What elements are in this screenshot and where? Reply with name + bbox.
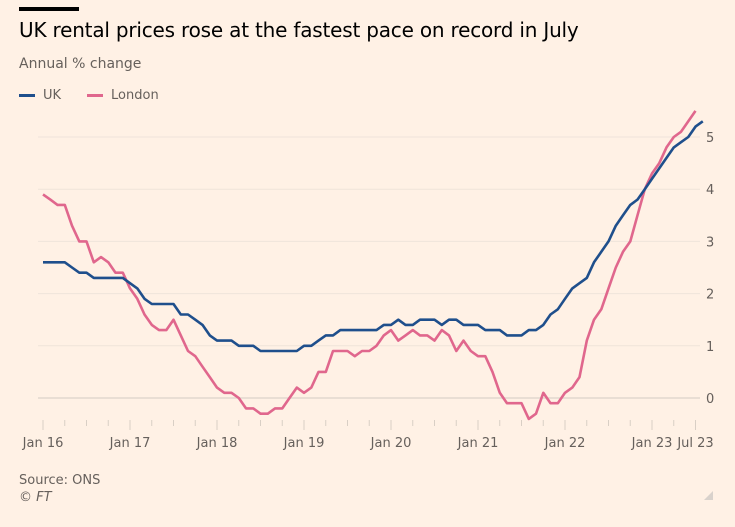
x-tick-label: Jan 18 bbox=[196, 436, 238, 451]
legend-label-london: London bbox=[111, 88, 159, 103]
y-tick-label: 4 bbox=[706, 183, 714, 198]
x-tick-label: Jul 23 bbox=[676, 436, 713, 451]
legend: UK London bbox=[19, 88, 159, 103]
y-tick-label: 1 bbox=[706, 340, 714, 355]
y-axis-ticks: 0 1 2 3 4 5 bbox=[706, 131, 714, 407]
y-tick-label: 5 bbox=[706, 131, 714, 146]
x-axis: Jan 16 Jan 17 Jan 18 Jan 19 Jan 20 Jan 21 Jan … bbox=[22, 420, 714, 451]
chart-title: UK rental prices rose at the fastest pac… bbox=[19, 18, 579, 42]
legend-swatch-london bbox=[87, 94, 104, 97]
chart-subtitle: Annual % change bbox=[19, 56, 142, 72]
x-tick-label: Jan 20 bbox=[370, 436, 412, 451]
legend-item-london: London bbox=[87, 88, 159, 103]
ft-brand-bar bbox=[19, 7, 79, 11]
copyright-note: © FT bbox=[19, 490, 52, 505]
y-tick-label: 0 bbox=[706, 392, 714, 407]
gridlines bbox=[38, 136, 700, 399]
x-tick-label: Jan 17 bbox=[109, 436, 151, 451]
x-tick-label: Jan 21 bbox=[457, 436, 499, 451]
legend-swatch-uk bbox=[19, 94, 35, 97]
source-note: Source: ONS bbox=[19, 473, 101, 488]
legend-item-uk: UK bbox=[19, 88, 61, 103]
resize-handle-icon[interactable] bbox=[704, 491, 713, 500]
series-line-uk bbox=[43, 120, 704, 353]
series-line-london bbox=[42, 110, 697, 421]
legend-label-uk: UK bbox=[43, 88, 62, 103]
x-tick-label: Jan 16 bbox=[22, 436, 64, 451]
y-tick-label: 2 bbox=[706, 288, 714, 303]
series-lines bbox=[42, 110, 704, 421]
x-tick-label: Jan 22 bbox=[544, 436, 586, 451]
x-tick-label: Jan 19 bbox=[283, 436, 325, 451]
x-tick-label: Jan 23 bbox=[631, 436, 673, 451]
y-tick-label: 3 bbox=[706, 235, 714, 250]
